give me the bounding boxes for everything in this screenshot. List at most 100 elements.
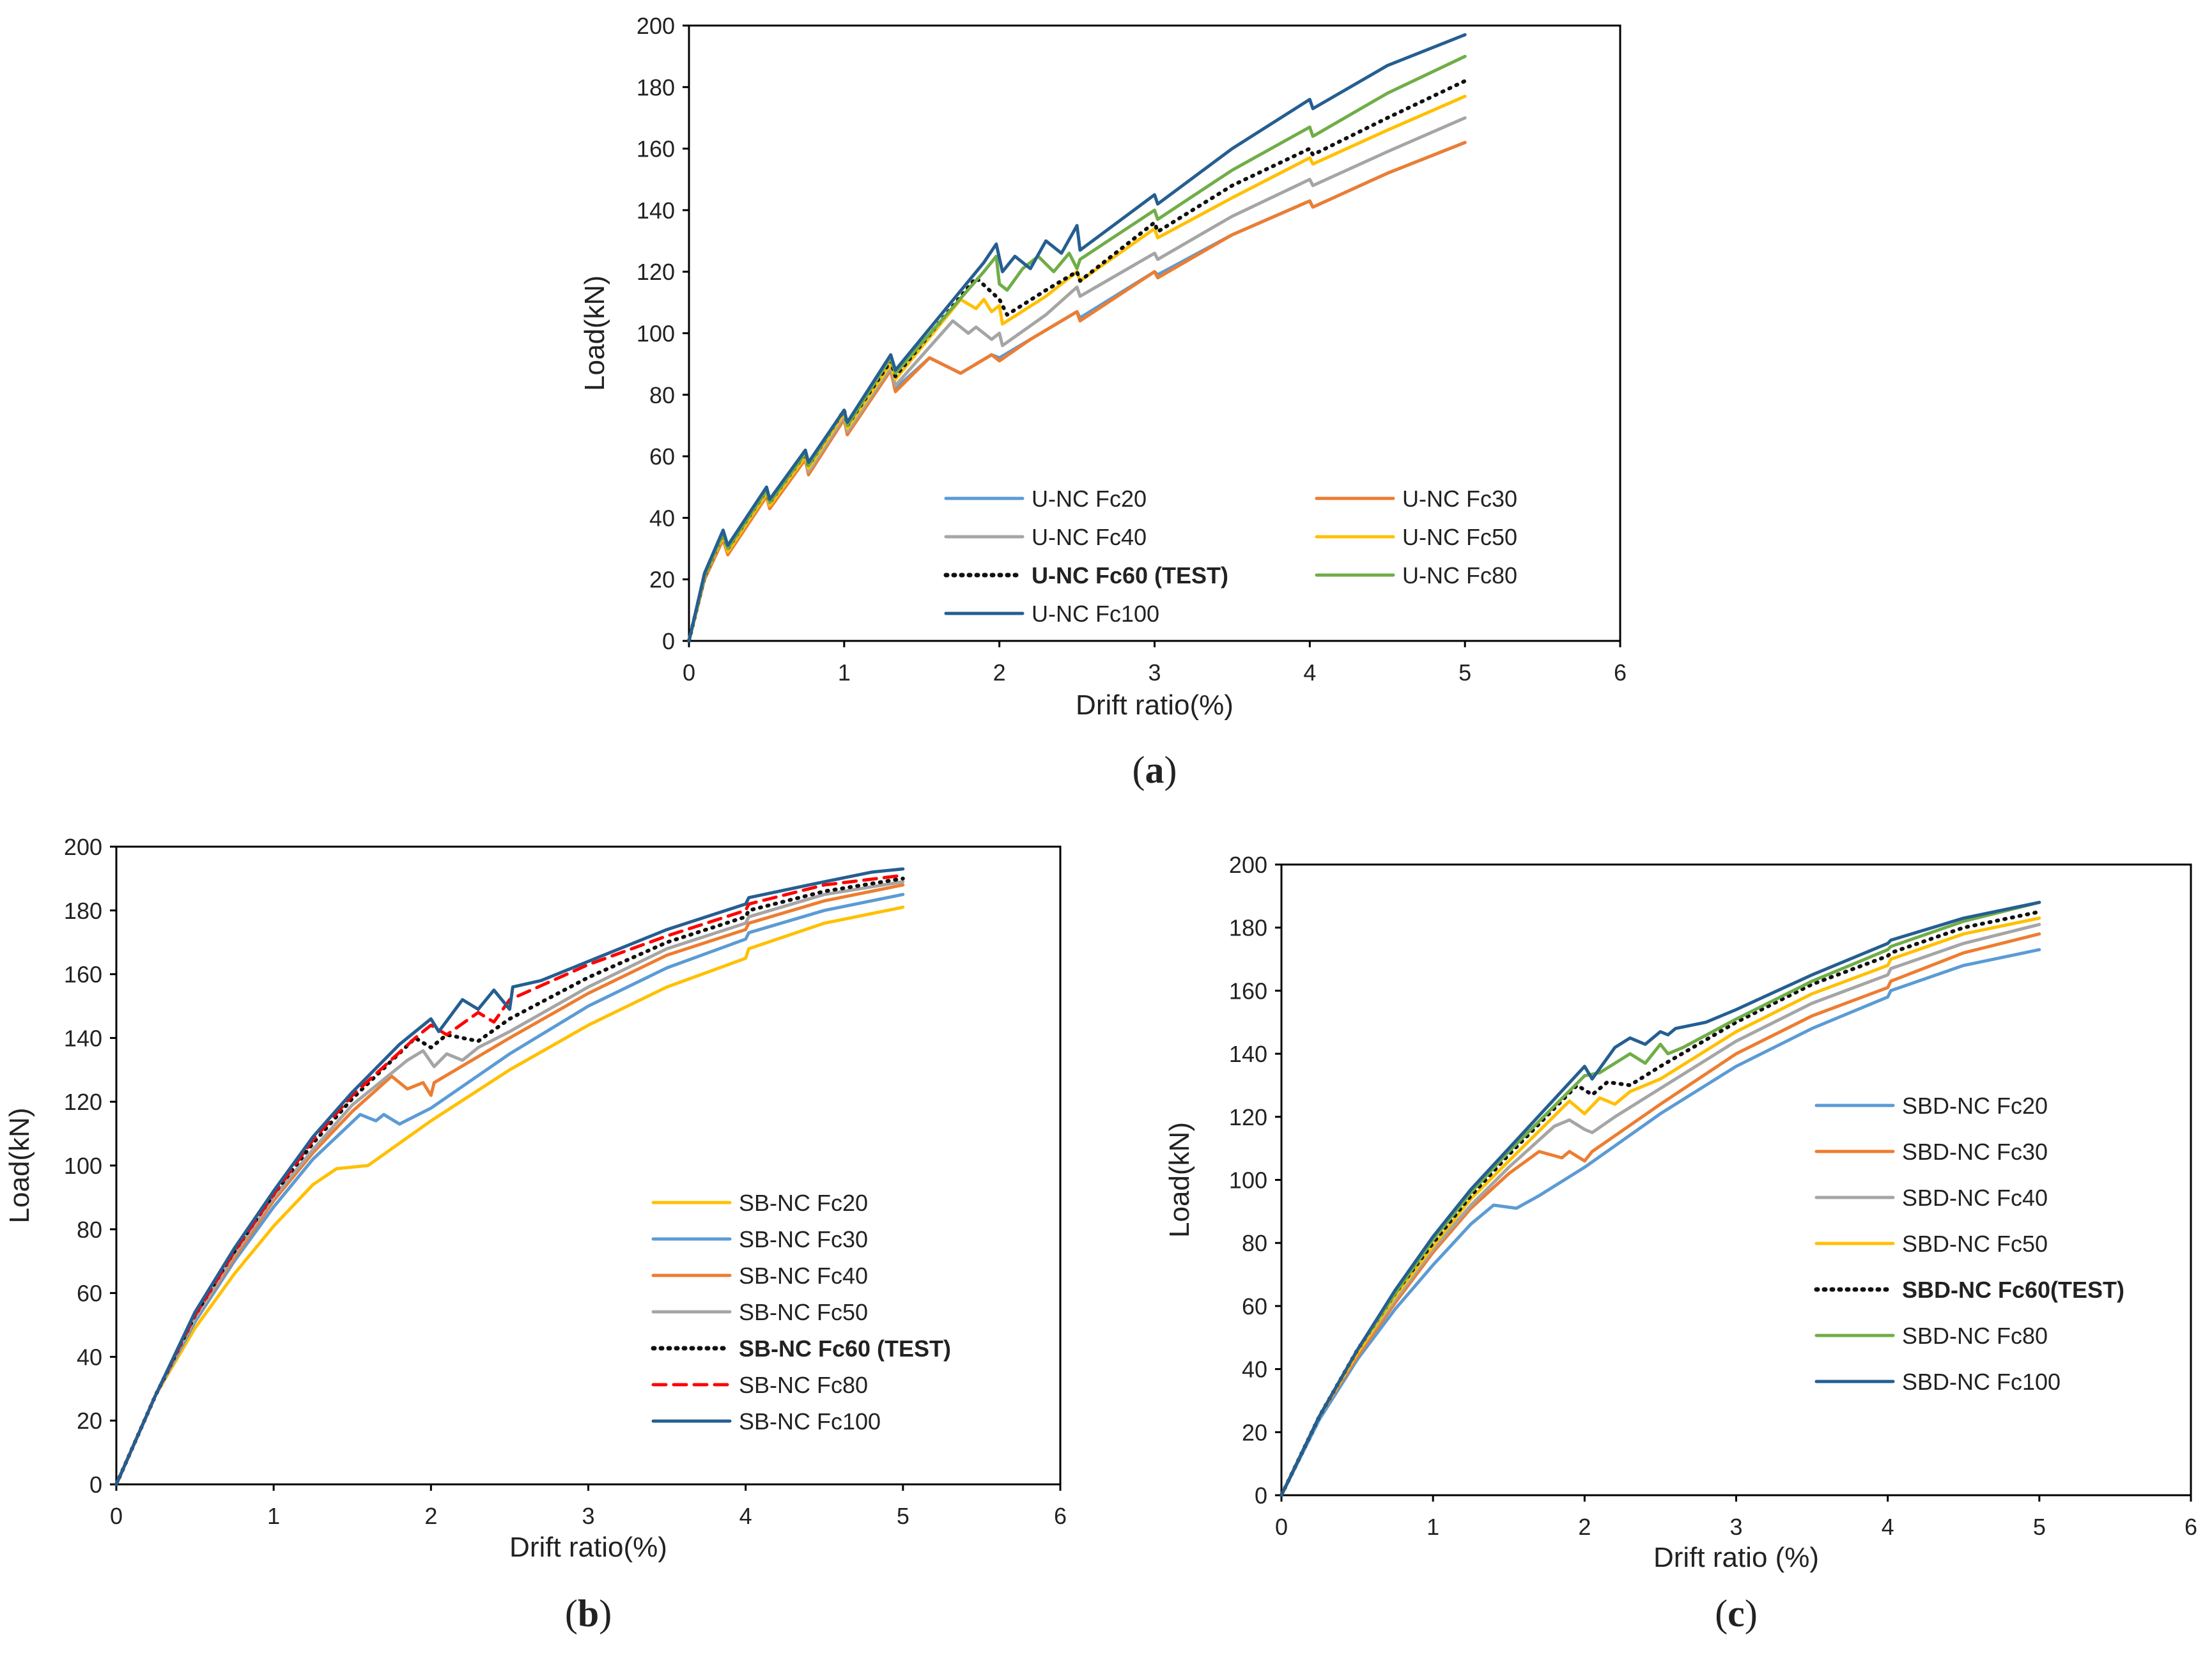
x-tick-label: 0 xyxy=(683,659,695,686)
y-tick-label: 180 xyxy=(637,74,675,100)
y-tick-label: 40 xyxy=(1242,1357,1267,1383)
y-tick-label: 60 xyxy=(1242,1293,1267,1320)
y-tick-label: 180 xyxy=(1229,915,1267,941)
y-axis-title: Load(kN) xyxy=(4,1108,35,1224)
panel-letter: b xyxy=(578,1592,599,1635)
x-tick-label: 4 xyxy=(739,1503,752,1529)
legend-item: U-NC Fc60 (TEST) xyxy=(943,562,1228,589)
y-tick-label: 100 xyxy=(1229,1167,1267,1194)
series-line-sb-nc-fc80 xyxy=(114,873,905,1486)
legend-label: U-NC Fc20 xyxy=(1032,486,1147,512)
series-line-sbd-nc-fc30 xyxy=(1280,932,2041,1497)
y-tick-label: 20 xyxy=(649,567,675,593)
x-tick-label: 1 xyxy=(838,659,851,686)
legend-label: SBD-NC Fc100 xyxy=(1902,1369,2061,1395)
x-axis-title: Drift ratio (%) xyxy=(1653,1542,1819,1573)
legend-label: U-NC Fc80 xyxy=(1402,562,1517,589)
x-tick-label: 3 xyxy=(582,1503,594,1529)
panel-letter: a xyxy=(1145,749,1164,791)
series-line-sbd-nc-fc40 xyxy=(1280,923,2041,1497)
legend-item: SBD-NC Fc50 xyxy=(1814,1231,2048,1257)
legend-item: SB-NC Fc80 xyxy=(651,1372,868,1398)
x-tick-label: 4 xyxy=(1882,1514,1894,1540)
panel-label-close: ) xyxy=(599,1592,612,1635)
x-tick-label: 2 xyxy=(993,659,1006,686)
legend-label: SB-NC Fc80 xyxy=(739,1372,868,1398)
plot-frame xyxy=(115,845,1062,1486)
legend-label: SB-NC Fc30 xyxy=(739,1226,868,1252)
y-tick-label: 0 xyxy=(662,628,675,654)
y-tick-label: 120 xyxy=(1229,1104,1267,1130)
legend-item: SB-NC Fc30 xyxy=(651,1226,868,1252)
plot-frame xyxy=(1280,863,2192,1497)
y-tick-label: 20 xyxy=(1242,1419,1267,1445)
chart-panel-b: 0 1 2 3 4 5 6020406080100120140160180200Drift … xyxy=(4,834,1067,1635)
series-lines xyxy=(687,33,1467,643)
legend-label: U-NC Fc30 xyxy=(1402,486,1517,512)
x-tick-label: 2 xyxy=(1578,1514,1591,1540)
y-tick-label: 160 xyxy=(637,136,675,162)
series-line-sb-nc-fc30 xyxy=(114,893,905,1486)
legend-item: SBD-NC Fc40 xyxy=(1814,1185,2048,1211)
legend-item: SB-NC Fc50 xyxy=(651,1299,868,1325)
series-line-sb-nc-fc100 xyxy=(114,867,905,1486)
legend-label: SB-NC Fc100 xyxy=(739,1408,881,1435)
legend-item: U-NC Fc50 xyxy=(1315,524,1517,550)
y-tick-label: 160 xyxy=(1229,978,1267,1004)
y-tick-label: 60 xyxy=(77,1281,102,1307)
series-line-sb-nc-fc40 xyxy=(114,883,905,1486)
y-tick-label: 100 xyxy=(637,321,675,347)
x-tick-label: 1 xyxy=(1427,1514,1439,1540)
legend-item: SB-NC Fc60 (TEST) xyxy=(651,1335,951,1362)
x-tick-label: 4 xyxy=(1303,659,1316,686)
legend-item: SBD-NC Fc100 xyxy=(1814,1369,2061,1395)
legend-item: U-NC Fc40 xyxy=(944,524,1147,550)
series-line-sb-nc-fc20 xyxy=(114,905,905,1486)
legend-item: SBD-NC Fc30 xyxy=(1814,1139,2048,1165)
panel-label-close: ) xyxy=(1745,1592,1758,1635)
x-tick-label: 1 xyxy=(267,1503,280,1529)
legend-item: U-NC Fc80 xyxy=(1315,562,1517,589)
y-tick-label: 40 xyxy=(77,1344,102,1370)
legend-label: SBD-NC Fc60(TEST) xyxy=(1902,1277,2124,1303)
y-axis-title: Load(kN) xyxy=(579,275,610,391)
y-tick-label: 80 xyxy=(649,382,675,408)
legend-item: SBD-NC Fc60(TEST) xyxy=(1814,1277,2124,1303)
panel-letter: c xyxy=(1728,1592,1745,1635)
y-tick-label: 140 xyxy=(1229,1041,1267,1067)
series-line-u-nc-fc100 xyxy=(687,33,1467,643)
legend-item: SBD-NC Fc20 xyxy=(1814,1093,2048,1119)
x-tick-label: 0 xyxy=(110,1503,123,1529)
legend-label: SBD-NC Fc20 xyxy=(1902,1093,2048,1119)
chart-panel-a: 0 1 2 3 4 5 6020406080100120140160180200Drift … xyxy=(579,13,1627,791)
x-tick-label: 6 xyxy=(1614,659,1627,686)
y-axis-title: Load(kN) xyxy=(1164,1122,1195,1238)
series-line-sbd-nc-fc100 xyxy=(1280,900,2041,1497)
legend: SBD-NC Fc20 SBD-NC Fc30 SBD-NC Fc40 SBD-NC … xyxy=(1814,1093,2124,1395)
legend-item: U-NC Fc100 xyxy=(944,601,1159,627)
legend-item: U-NC Fc20 xyxy=(944,486,1147,512)
series-line-sbd-nc-fc20 xyxy=(1280,948,2041,1497)
y-tick-label: 20 xyxy=(77,1408,102,1434)
legend-item: SBD-NC Fc80 xyxy=(1814,1323,2048,1349)
legend-label: U-NC Fc60 (TEST) xyxy=(1032,562,1228,589)
y-tick-label: 200 xyxy=(1229,852,1267,878)
y-tick-label: 80 xyxy=(1242,1230,1267,1256)
panel-label: (c) xyxy=(1715,1592,1758,1635)
y-tick-label: 80 xyxy=(77,1217,102,1243)
legend: SB-NC Fc20 SB-NC Fc30 SB-NC Fc40 SB-NC Fc50… xyxy=(651,1190,951,1435)
chart-panel-c: 0 1 2 3 4 5 6020406080100120140160180200Drift … xyxy=(1164,852,2197,1635)
legend-label: SB-NC Fc60 (TEST) xyxy=(739,1335,951,1362)
y-tick-label: 200 xyxy=(64,834,102,860)
y-tick-label: 140 xyxy=(637,197,675,224)
x-tick-label: 6 xyxy=(2185,1514,2197,1540)
series-lines xyxy=(114,867,905,1486)
series-line-sbd-nc-fc80 xyxy=(1280,900,2041,1497)
y-tick-label: 60 xyxy=(649,443,675,470)
y-tick-label: 120 xyxy=(64,1089,102,1115)
legend: U-NC Fc20 U-NC Fc30 U-NC Fc40 U-NC Fc50 U-NC… xyxy=(943,486,1517,627)
legend-label: U-NC Fc40 xyxy=(1032,524,1147,550)
y-tick-label: 40 xyxy=(649,505,675,531)
legend-label: SBD-NC Fc30 xyxy=(1902,1139,2048,1165)
legend-label: SBD-NC Fc80 xyxy=(1902,1323,2048,1349)
